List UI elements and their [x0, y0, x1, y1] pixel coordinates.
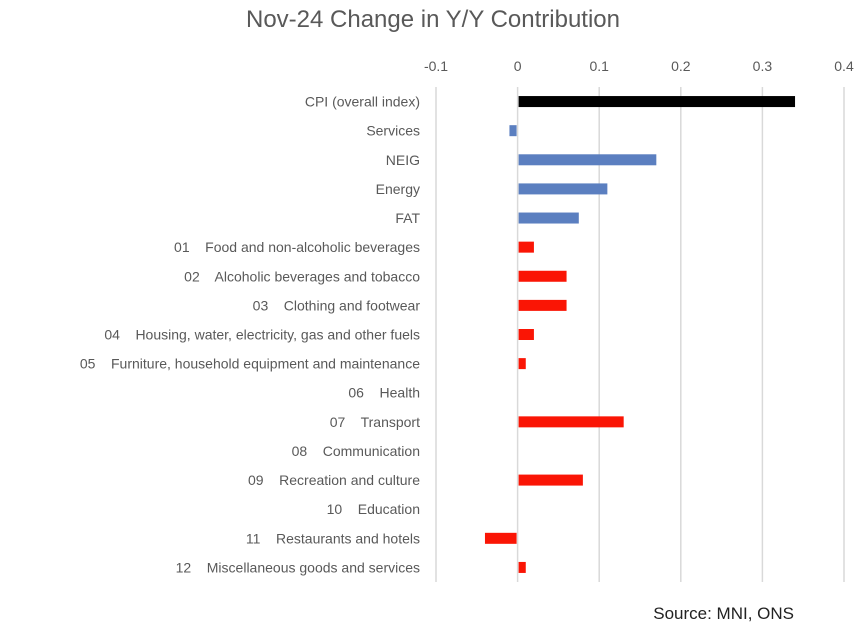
category-label: 05 Furniture, household equipment and ma…: [80, 356, 420, 372]
bar: [518, 183, 608, 195]
bar: [518, 154, 657, 166]
category-label: CPI (overall index): [305, 94, 420, 110]
x-tick-label: 0.3: [753, 58, 773, 74]
category-label: 02 Alcoholic beverages and tobacco: [184, 268, 420, 284]
category-label: 09 Recreation and culture: [248, 472, 420, 488]
category-label: 04 Housing, water, electricity, gas and …: [104, 327, 420, 343]
category-label: 03 Clothing and footwear: [253, 297, 421, 313]
bar: [518, 212, 579, 224]
category-label: 11 Restaurants and hotels: [246, 530, 420, 546]
x-tick-label: 0.2: [671, 58, 691, 74]
category-label: Services: [366, 123, 420, 139]
category-label: Energy: [376, 181, 420, 197]
source-note: Source: MNI, ONS: [653, 604, 794, 623]
category-label: 07 Transport: [330, 414, 420, 430]
category-label: FAT: [395, 210, 420, 226]
category-labels: CPI (overall index) Services NEIG Energy FAT…: [80, 94, 421, 576]
bar: [518, 241, 534, 253]
bars: [484, 96, 796, 573]
x-tick-label: 0: [514, 58, 522, 74]
category-label: 08 Communication: [292, 443, 420, 459]
bar: [518, 270, 567, 282]
category-label: 06 Health: [348, 385, 420, 401]
bar: [518, 416, 624, 428]
category-label: 12 Miscellaneous goods and services: [176, 559, 420, 575]
bar: [518, 329, 534, 340]
gridlines: [435, 87, 845, 582]
bar: [518, 358, 526, 370]
category-label: NEIG: [386, 152, 420, 168]
x-axis-ticks: -0.1 0 0.1 0.2 0.3 0.4: [424, 58, 854, 74]
x-tick-label: -0.1: [424, 58, 448, 74]
bar: [518, 299, 567, 311]
bar: [518, 96, 796, 108]
bar: [484, 532, 517, 544]
x-tick-label: 0.1: [589, 58, 609, 74]
chart-title: Nov-24 Change in Y/Y Contribution: [245, 6, 620, 33]
category-label: 10 Education: [327, 501, 420, 517]
bar: [509, 125, 517, 137]
x-tick-label: 0.4: [834, 58, 854, 74]
bar: [518, 561, 526, 573]
bar: [518, 474, 583, 486]
category-label: 01 Food and non-alcoholic beverages: [174, 239, 420, 255]
